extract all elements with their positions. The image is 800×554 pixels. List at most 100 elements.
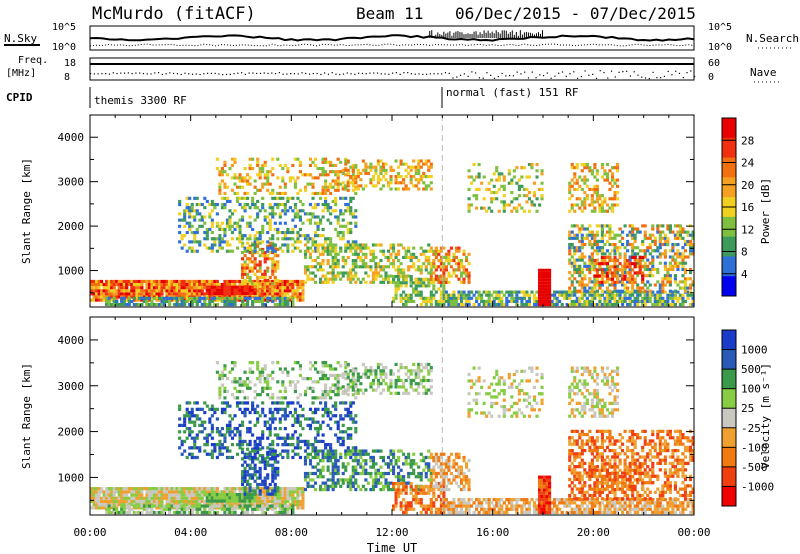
heatmap-cell [540,299,544,303]
heatmap-cell [600,166,604,170]
heatmap-cell [256,470,260,474]
heatmap-cell [432,284,436,288]
heatmap-cell [235,246,240,250]
heatmap-cell [193,292,197,296]
heatmap-cell [198,449,202,453]
heatmap-cell [112,299,116,303]
heatmap-cell [402,178,406,182]
heatmap-cell [354,181,358,185]
heatmap-cell [208,496,212,500]
heatmap-cell [185,299,189,303]
nave-dot [191,73,194,75]
heatmap-cell [110,499,114,504]
heatmap-cell [173,298,177,302]
heatmap-cell [525,303,529,307]
heatmap-cell [671,299,675,303]
heatmap-cell [394,293,398,297]
heatmap-cell [615,197,620,201]
heatmap-cell [162,286,167,290]
heatmap-cell [568,184,572,188]
heatmap-cell [160,279,164,283]
heatmap-cell [256,206,260,210]
heatmap-cell [105,289,109,293]
heatmap-cell [246,203,250,207]
heatmap-cell [235,298,240,302]
heatmap-cell [414,165,418,169]
heatmap-cell [575,224,579,228]
heatmap-cell [220,173,224,177]
y-tick-label: 3000 [58,176,85,189]
heatmap-cell [419,268,423,272]
heatmap-cell [301,203,305,207]
heatmap-cell [336,170,340,174]
heatmap-cell [278,246,282,250]
heatmap-cell [447,255,451,259]
heatmap-cell [525,187,529,191]
heatmap-cell [628,299,632,303]
heatmap-cell [500,200,504,204]
heatmap-cell [671,243,675,247]
heatmap-cell [424,265,428,269]
heatmap-cell [369,259,373,263]
heatmap-cell [278,504,282,508]
heatmap-cell [553,290,557,294]
heatmap-cell [215,493,219,497]
heatmap-cell [610,283,615,287]
heatmap-cell [573,203,577,207]
nave-dot [441,73,443,75]
heatmap-cell [276,473,280,477]
heatmap-cell [193,240,197,244]
heatmap-cell [681,246,685,250]
heatmap-cell [107,292,111,296]
heatmap-cell [543,296,547,300]
heatmap-cell [170,298,174,302]
heatmap-cell [321,274,325,278]
heatmap-cell [188,430,192,434]
heatmap-cell [628,303,632,307]
heatmap-cell [543,275,547,279]
nave-dot [354,73,356,75]
heatmap-cell [349,175,353,179]
heatmap-cell [92,286,96,290]
heatmap-cell [190,493,194,497]
heatmap-cell [326,160,330,164]
heatmap-cell [397,243,401,247]
heatmap-cell [429,262,433,266]
heatmap-cell [203,449,207,453]
heatmap-cell [422,252,426,256]
heatmap-cell [666,303,670,307]
heatmap-cell [437,275,441,279]
heatmap-cell [243,206,247,210]
heatmap-cell [105,510,109,515]
heatmap-cell [321,185,325,189]
heatmap-cell [132,279,136,283]
heatmap-cell [155,503,159,507]
heatmap-cell [107,499,111,504]
heatmap-cell [399,271,403,275]
heatmap-cell [150,487,154,491]
heatmap-cell [578,249,582,253]
heatmap-cell [203,443,207,447]
nave-dot [112,72,114,74]
heatmap-cell [319,265,323,269]
heatmap-cell [537,281,542,285]
heatmap-cell [145,289,149,293]
heatmap-cell [271,196,275,200]
heatmap-cell [540,172,544,176]
heatmap-cell [213,504,217,508]
heatmap-cell [301,209,305,213]
heatmap-cell [238,490,242,494]
heatmap-cell [208,299,212,303]
heatmap-cell [386,274,391,278]
heatmap-cell [676,252,680,256]
heatmap-cell [595,184,599,188]
heatmap-cell [417,293,421,297]
heatmap-cell [243,499,247,503]
heatmap-cell [331,274,335,278]
heatmap-cell [288,295,292,299]
heatmap-cell [565,303,569,307]
heatmap-cell [389,280,393,284]
heatmap-cell [308,212,313,216]
heatmap-cell [313,240,318,244]
heatmap-cell [439,303,443,307]
